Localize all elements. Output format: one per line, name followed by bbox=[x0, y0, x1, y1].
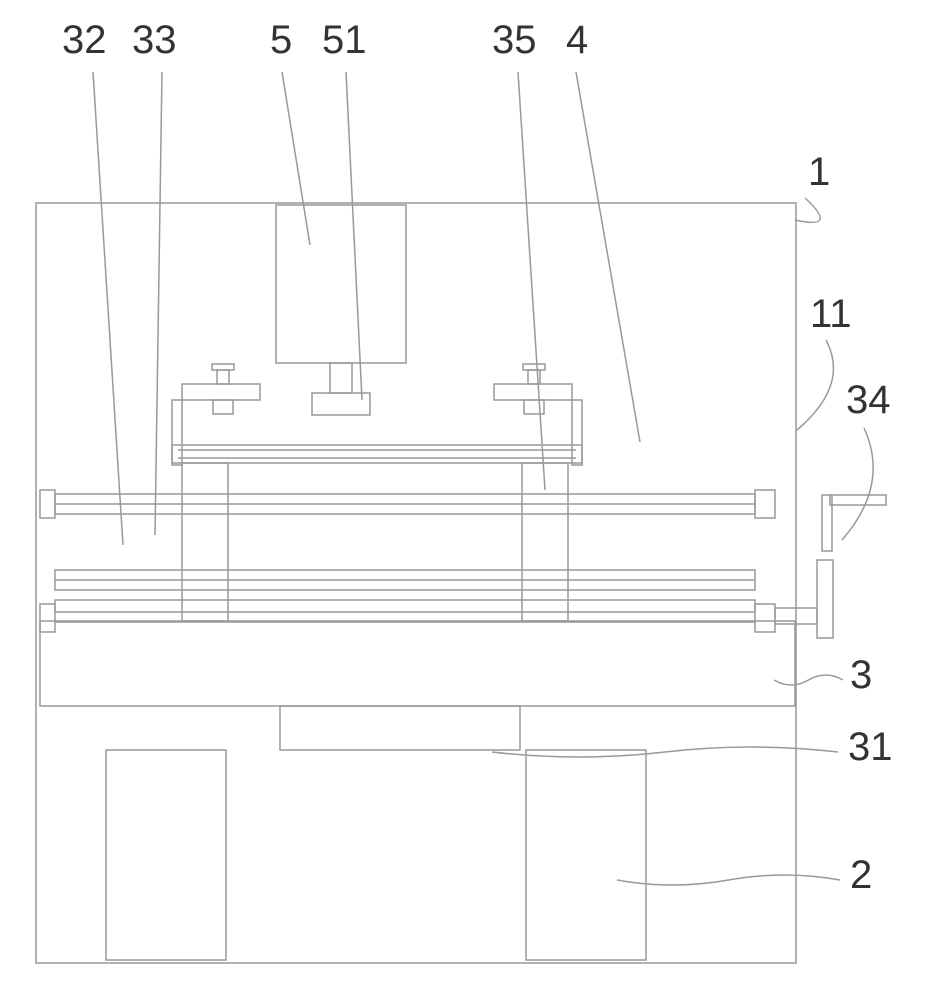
callout-label-32: 32 bbox=[62, 18, 107, 63]
callout-label-2: 2 bbox=[850, 853, 872, 898]
technical-drawing bbox=[0, 0, 947, 1000]
callout-label-3: 3 bbox=[850, 653, 872, 698]
callout-label-4: 4 bbox=[566, 18, 588, 63]
callout-label-35: 35 bbox=[492, 18, 537, 63]
callout-label-34: 34 bbox=[846, 378, 891, 423]
callout-label-11: 11 bbox=[810, 292, 852, 337]
callout-label-33: 33 bbox=[132, 18, 177, 63]
callout-label-31: 31 bbox=[848, 725, 893, 770]
callout-label-5: 5 bbox=[270, 18, 292, 63]
callout-label-1: 1 bbox=[808, 150, 830, 195]
callout-label-51: 51 bbox=[322, 18, 367, 63]
